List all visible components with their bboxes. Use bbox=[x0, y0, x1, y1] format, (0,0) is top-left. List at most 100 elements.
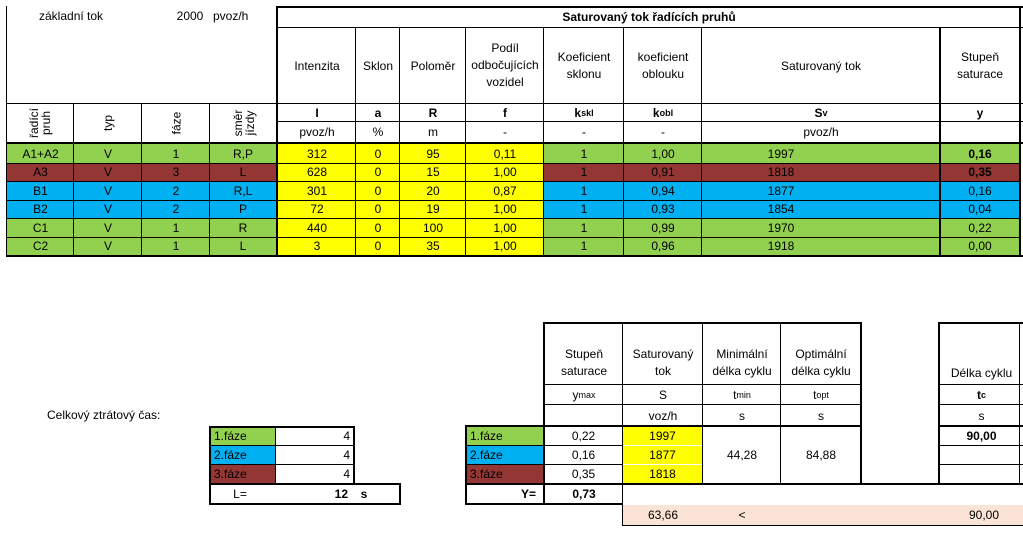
degree-cell: 0,35 bbox=[941, 163, 1019, 181]
cycle-unit-length: s bbox=[978, 408, 985, 423]
loss-phase-value: 4 bbox=[343, 467, 350, 481]
cycle-phase-sat-flow: 1818 bbox=[623, 465, 702, 483]
cycle-header-opt: Optimální délka cyklu bbox=[791, 346, 851, 378]
curve-coef-cell: 0,93 bbox=[624, 200, 702, 218]
turning-share-cell: 0,11 bbox=[466, 144, 544, 163]
symbol-intensity: I bbox=[315, 106, 319, 120]
symbol-degree: y bbox=[976, 106, 984, 120]
unit-turning-share: - bbox=[503, 125, 507, 139]
header-degree: Stupeň saturace bbox=[956, 49, 1004, 81]
header-direction: směr jízdy bbox=[231, 109, 257, 137]
cycle-header-length: Délka cyklu bbox=[950, 366, 1013, 380]
degree-cell: 0,22 bbox=[941, 218, 1019, 237]
header-intensity: Intenzita bbox=[294, 58, 340, 73]
turning-share-cell: 1,00 bbox=[466, 237, 544, 255]
slope-cell: 0 bbox=[356, 163, 400, 181]
intensity-cell: 312 bbox=[278, 144, 356, 163]
turning-share-cell: 1,00 bbox=[466, 163, 544, 181]
header-turning-share: Podíl odbočujících vozidel bbox=[471, 41, 539, 89]
header-curve-coef: koeficient oblouku bbox=[637, 49, 689, 81]
type-cell: V bbox=[74, 163, 142, 181]
loss-phase-name: 3.fáze bbox=[211, 465, 275, 483]
intensity-cell: 301 bbox=[278, 181, 356, 200]
slope-coef-cell: 1 bbox=[544, 163, 624, 181]
base-flow-label: základní tok bbox=[39, 9, 104, 23]
sat-flow-cell: 1918 bbox=[702, 237, 860, 255]
radius-cell: 20 bbox=[400, 181, 466, 200]
curve-coef-cell: 0,94 bbox=[624, 181, 702, 200]
cycle-phase-sat-flow: 1877 bbox=[623, 446, 702, 464]
sat-flow-pad-cell bbox=[860, 163, 940, 181]
degree-cell: 0,16 bbox=[941, 144, 1019, 163]
lane-cell: C1 bbox=[7, 218, 74, 237]
cycle-phase-sat-flow: 1997 bbox=[623, 427, 702, 445]
slope-cell: 0 bbox=[356, 181, 400, 200]
y-total-label: Y= bbox=[520, 487, 536, 501]
phase-cell: 1 bbox=[142, 218, 210, 237]
header-slope: Sklon bbox=[362, 58, 394, 73]
header-sat-flow: Saturovaný tok bbox=[780, 58, 862, 73]
direction-cell: R,P bbox=[210, 144, 276, 163]
turning-share-cell: 0,87 bbox=[466, 181, 544, 200]
loss-phase-name: 2.fáze bbox=[211, 446, 275, 464]
symbol-curve-coef: k obl bbox=[652, 106, 674, 120]
compare-right-value: 90,00 bbox=[968, 508, 999, 522]
intensity-cell: 440 bbox=[278, 218, 356, 237]
cycle-unit-min: s bbox=[739, 408, 745, 423]
curve-coef-cell: 0,96 bbox=[624, 237, 702, 255]
opt-cycle-value: 84,88 bbox=[805, 447, 837, 462]
slope-coef-cell: 1 bbox=[544, 181, 624, 200]
cycle-phase-name: 1.fáze bbox=[467, 427, 543, 445]
cycle-symbol-sat-flow: S bbox=[658, 388, 667, 402]
unit-curve-coef: - bbox=[661, 125, 665, 139]
cycle-phase-ymax: 0,16 bbox=[571, 448, 596, 462]
header-radius: Poloměr bbox=[410, 58, 456, 73]
degree-cell: 0,04 bbox=[941, 200, 1019, 218]
sat-flow-pad-cell bbox=[860, 218, 940, 237]
intensity-cell: 3 bbox=[278, 237, 356, 255]
cycle-phase-ymax: 0,22 bbox=[571, 429, 596, 443]
curve-coef-cell: 1,00 bbox=[624, 144, 702, 163]
symbol-slope-coef: k skl bbox=[574, 106, 594, 120]
min-cycle-value: 44,28 bbox=[726, 447, 758, 462]
slope-coef-cell: 1 bbox=[544, 237, 624, 255]
unit-slope-coef: - bbox=[582, 125, 586, 139]
type-cell: V bbox=[74, 181, 142, 200]
cycle-header-min: Minimální délka cyklu bbox=[712, 346, 772, 378]
y-total-value: 0,73 bbox=[572, 487, 596, 501]
direction-cell: L bbox=[210, 163, 276, 181]
radius-cell: 19 bbox=[400, 200, 466, 218]
turning-share-cell: 1,00 bbox=[466, 200, 544, 218]
type-cell: V bbox=[74, 218, 142, 237]
intensity-cell: 628 bbox=[278, 163, 356, 181]
unit-slope: % bbox=[372, 125, 384, 139]
loss-total-label: L= bbox=[233, 487, 247, 501]
lane-cell: A1+A2 bbox=[7, 144, 74, 163]
loss-time-label: Celkový ztrátový čas: bbox=[47, 408, 161, 422]
cycle-symbol-opt: t opt bbox=[813, 388, 829, 402]
degree-cell: 0,00 bbox=[941, 237, 1019, 255]
phase-cell: 1 bbox=[142, 237, 210, 255]
sat-flow-cell: 1818 bbox=[702, 163, 860, 181]
phase-cell: 2 bbox=[142, 200, 210, 218]
cycle-header-degree: Stupeň saturace bbox=[560, 346, 608, 378]
unit-radius: m bbox=[428, 125, 438, 139]
lane-cell: C2 bbox=[7, 237, 74, 255]
lane-cell: B2 bbox=[7, 200, 74, 218]
degree-cell: 0,16 bbox=[941, 181, 1019, 200]
sat-flow-pad-cell bbox=[860, 144, 940, 163]
header-lane: řadící pruh bbox=[27, 108, 53, 139]
sat-flow-cell: 1877 bbox=[702, 181, 860, 200]
loss-phase-value: 4 bbox=[343, 429, 350, 443]
sat-flow-pad-cell bbox=[860, 181, 940, 200]
phase-cell: 2 bbox=[142, 181, 210, 200]
curve-coef-cell: 0,91 bbox=[624, 163, 702, 181]
cycle-symbol-min: t min bbox=[733, 388, 751, 402]
phase-cell: 1 bbox=[142, 144, 210, 163]
loss-phase-name: 1.fáze bbox=[211, 427, 275, 445]
lane-cell: B1 bbox=[7, 181, 74, 200]
direction-cell: P bbox=[210, 200, 276, 218]
cycle-header-sat-flow: Saturovaný tok bbox=[632, 346, 694, 378]
